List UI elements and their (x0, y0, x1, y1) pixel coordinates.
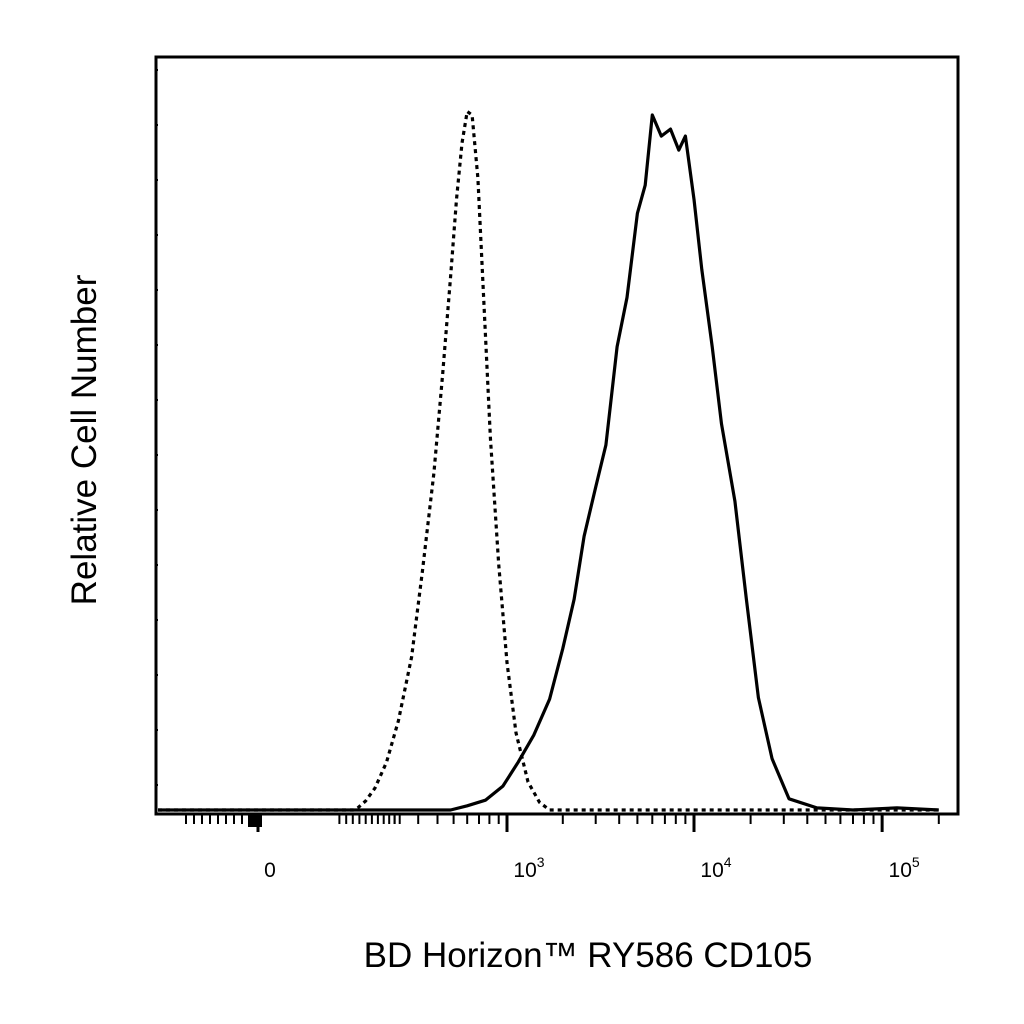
isotype-control-curve (158, 109, 939, 812)
x-axis-title: BD Horizon™ RY586 CD105 (364, 936, 813, 975)
cd105-stained-curve (158, 113, 939, 812)
x-zero-marker (248, 814, 262, 827)
y-axis-ticks (156, 69, 158, 786)
x-axis-tick-labels: 0 103 104 105 (264, 854, 920, 882)
series-layer (158, 109, 939, 812)
x-axis-major-ticks (256, 814, 884, 832)
x-tick-label: 0 (264, 859, 276, 882)
x-tick-label: 103 (513, 854, 544, 882)
plot-frame (154, 55, 960, 816)
x-tick-label: 104 (700, 854, 731, 882)
x-tick-label: 105 (889, 854, 920, 882)
x-axis-minor-ticks (185, 814, 940, 827)
y-axis-title: Relative Cell Number (65, 274, 104, 605)
